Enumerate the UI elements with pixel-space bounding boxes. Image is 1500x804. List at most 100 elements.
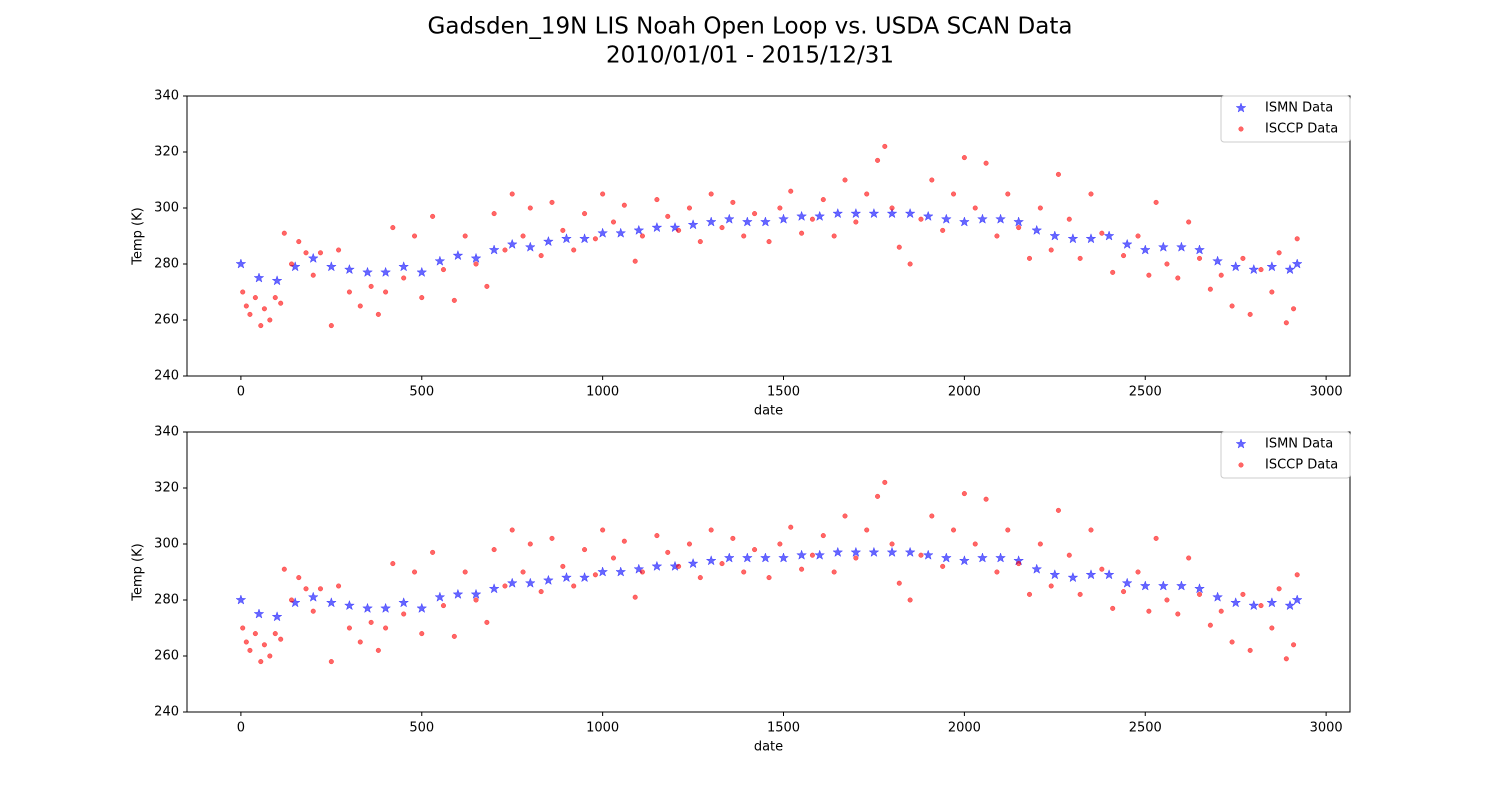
- star-marker: [1103, 230, 1115, 241]
- star-marker: [723, 213, 735, 224]
- circle-marker: [1294, 236, 1300, 242]
- circle-marker: [1153, 199, 1159, 205]
- star-marker: [958, 216, 970, 227]
- circle-marker: [390, 225, 396, 231]
- circle-marker: [1026, 255, 1033, 261]
- circle-marker: [708, 191, 714, 197]
- x-axis-label: date: [754, 404, 783, 419]
- circle-marker: [777, 541, 783, 547]
- star-marker: [325, 597, 337, 608]
- circle-marker: [1269, 625, 1275, 631]
- circle-marker: [419, 631, 425, 637]
- figure-title: Gadsden_19N LIS Noah Open Loop vs. USDA …: [428, 14, 1073, 40]
- y-tick-label: 240: [154, 369, 179, 384]
- circle-marker: [1005, 527, 1011, 533]
- circle-marker: [560, 563, 566, 569]
- subplot: 0 500 1000 1500 2000 2500 3000 240 260 280 300 320 3…: [131, 425, 1351, 755]
- star-marker: [1266, 261, 1278, 272]
- circle-marker: [1066, 216, 1072, 222]
- circle-marker: [929, 177, 935, 183]
- star-marker: [1031, 224, 1043, 236]
- star-marker: [1067, 571, 1079, 583]
- circle-marker: [697, 575, 703, 581]
- circle-marker: [809, 216, 816, 222]
- circle-marker: [440, 267, 447, 273]
- circle-marker: [491, 211, 497, 217]
- circle-marker: [592, 572, 598, 578]
- circle-marker: [853, 555, 859, 561]
- star-marker: [705, 555, 717, 566]
- star-marker: [542, 235, 554, 247]
- x-tick-label: 0: [237, 385, 245, 400]
- circle-marker: [1026, 591, 1033, 597]
- star-marker: [687, 557, 699, 569]
- legend-label: ISCCP Data: [1265, 122, 1338, 137]
- circle-marker: [240, 289, 246, 295]
- circle-marker: [820, 197, 826, 203]
- x-tick-label: 2000: [948, 385, 981, 400]
- circle-marker: [582, 211, 588, 217]
- circle-marker: [1269, 289, 1275, 295]
- star-marker: [470, 588, 482, 600]
- circle-marker: [896, 580, 902, 586]
- star-marker: [1235, 102, 1247, 113]
- y-tick-label: 240: [154, 705, 179, 720]
- circle-marker: [676, 563, 682, 569]
- star-marker: [1212, 591, 1224, 602]
- circle-marker: [1196, 255, 1203, 261]
- circle-marker: [875, 157, 881, 163]
- y-tick-label: 260: [154, 649, 179, 664]
- circle-marker: [1048, 247, 1054, 253]
- circle-marker: [411, 233, 418, 239]
- star-marker: [832, 546, 844, 558]
- star-marker: [362, 602, 374, 614]
- circle-marker: [741, 233, 747, 239]
- circle-marker: [357, 639, 363, 645]
- circle-marker: [411, 569, 418, 575]
- star-marker: [615, 566, 627, 577]
- circle-marker: [258, 659, 264, 665]
- circle-marker: [766, 575, 772, 581]
- star-marker: [325, 261, 337, 272]
- circle-marker: [451, 297, 457, 303]
- circle-marker: [961, 491, 967, 497]
- circle-marker: [654, 533, 660, 539]
- circle-marker: [639, 569, 645, 575]
- star-marker: [1049, 230, 1061, 241]
- star-marker: [470, 252, 482, 264]
- circle-marker: [440, 603, 447, 609]
- circle-marker: [317, 586, 324, 592]
- star-marker: [850, 207, 862, 219]
- star-marker: [904, 207, 916, 219]
- circle-marker: [484, 619, 490, 625]
- star-marker: [1031, 563, 1043, 574]
- y-tick-label: 300: [154, 201, 179, 216]
- circle-marker: [419, 295, 425, 301]
- star-marker: [886, 546, 898, 558]
- circle-marker: [252, 631, 258, 637]
- star-marker: [1230, 597, 1242, 608]
- circle-marker: [272, 295, 278, 301]
- x-tick-label: 2500: [1129, 385, 1162, 400]
- circle-marker: [961, 155, 967, 161]
- circle-marker: [346, 625, 352, 631]
- star-marker: [705, 216, 717, 227]
- circle-marker: [401, 275, 407, 281]
- y-tick-label: 320: [154, 145, 179, 160]
- circle-marker: [1258, 267, 1264, 273]
- circle-marker: [310, 272, 316, 278]
- star-marker: [506, 238, 518, 250]
- star-marker: [1139, 244, 1151, 255]
- circle-marker: [252, 295, 258, 301]
- circle-marker: [272, 631, 278, 637]
- circle-marker: [1175, 275, 1181, 281]
- circle-marker: [820, 533, 826, 539]
- circle-marker: [401, 611, 407, 617]
- circle-marker: [665, 213, 671, 219]
- circle-marker: [1146, 272, 1152, 278]
- circle-marker: [509, 527, 515, 533]
- circle-marker: [1005, 191, 1011, 197]
- circle-marker: [288, 597, 295, 603]
- circle-marker: [247, 647, 253, 653]
- circle-marker: [1276, 586, 1282, 592]
